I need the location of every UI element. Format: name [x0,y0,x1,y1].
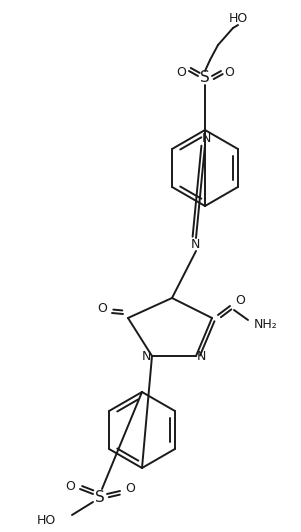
Text: N: N [141,351,151,363]
Text: S: S [95,491,105,505]
Text: O: O [125,481,135,495]
Text: HO: HO [228,12,248,24]
Text: HO: HO [37,513,56,527]
Text: O: O [97,302,107,314]
Text: O: O [65,479,75,493]
Text: O: O [176,66,186,79]
Text: N: N [196,351,206,363]
Text: S: S [200,71,210,86]
Text: O: O [224,66,234,79]
Text: N: N [190,238,200,252]
Text: N: N [201,132,211,145]
Text: NH₂: NH₂ [254,319,278,331]
Text: O: O [235,294,245,306]
